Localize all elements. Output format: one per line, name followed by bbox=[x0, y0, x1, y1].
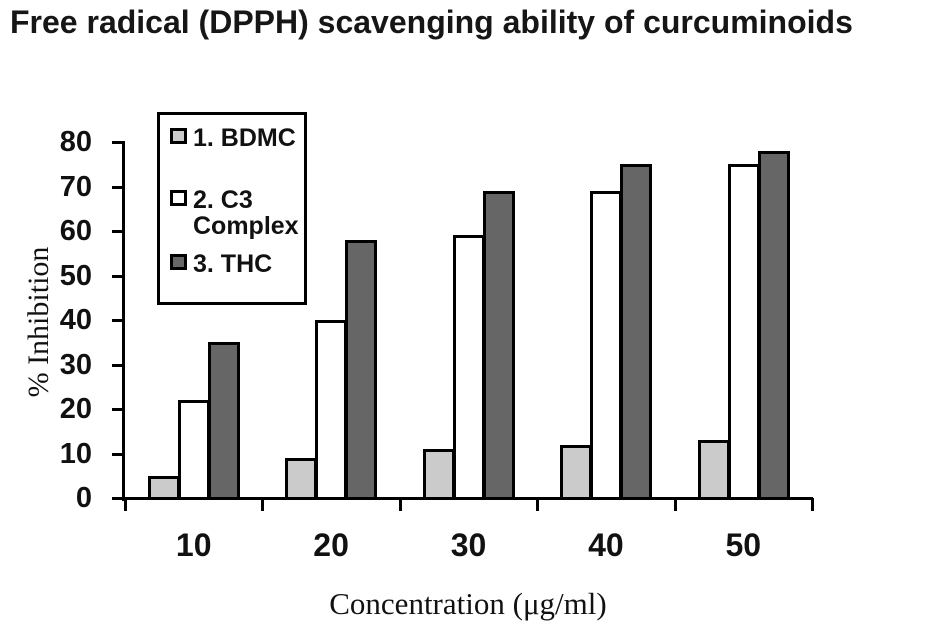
x-tick bbox=[124, 498, 127, 511]
bar-series3-x50 bbox=[758, 151, 790, 500]
legend-item: 2. C3 Complex bbox=[170, 187, 299, 239]
y-tick-label: 0 bbox=[75, 482, 92, 514]
x-tick-label: 20 bbox=[313, 527, 349, 563]
x-tick-label: 10 bbox=[175, 527, 212, 563]
bar-series1-x40 bbox=[560, 445, 592, 500]
y-tick bbox=[112, 141, 125, 144]
legend-item: 3. THC bbox=[170, 251, 299, 277]
bar-series2-x40 bbox=[590, 191, 622, 500]
x-axis-title: Concentration (μg/ml) bbox=[329, 586, 607, 621]
y-tick bbox=[112, 363, 125, 367]
legend: 1. BDMC 2. C3 Complex 3. THC bbox=[157, 112, 307, 305]
y-tick-label: 70 bbox=[59, 170, 92, 203]
legend-label: 3. THC bbox=[193, 250, 273, 278]
y-tick bbox=[112, 230, 125, 233]
y-tick bbox=[112, 319, 125, 322]
y-tick bbox=[112, 274, 125, 278]
y-tick-label: 60 bbox=[59, 215, 92, 247]
y-tick-label: 40 bbox=[59, 304, 92, 336]
bar-series2-x30 bbox=[453, 235, 485, 500]
bar-series1-x20 bbox=[285, 458, 317, 500]
x-tick-label: 30 bbox=[450, 527, 487, 563]
legend-label: 2. C3 Complex bbox=[193, 186, 299, 240]
x-axis-line bbox=[112, 497, 813, 500]
y-tick-label: 80 bbox=[59, 126, 92, 158]
bar-series2-x50 bbox=[728, 164, 760, 500]
legend-item: 1. BDMC bbox=[170, 125, 299, 151]
bar-series1-x30 bbox=[423, 449, 455, 500]
x-tick bbox=[398, 498, 402, 511]
x-tick bbox=[536, 498, 540, 511]
legend-swatch-2 bbox=[170, 190, 187, 206]
x-tick bbox=[811, 498, 814, 511]
legend-label: 1. BDMC bbox=[193, 124, 296, 152]
chart-title: Free radical (DPPH) scavenging ability o… bbox=[10, 4, 853, 40]
x-tick-label: 50 bbox=[725, 527, 762, 563]
y-tick bbox=[112, 408, 125, 411]
legend-swatch-1 bbox=[170, 128, 187, 144]
y-tick bbox=[112, 452, 125, 456]
bar-series3-x30 bbox=[483, 191, 515, 500]
bar-series3-x40 bbox=[620, 164, 652, 500]
x-tick bbox=[673, 498, 677, 511]
y-tick-label: 50 bbox=[59, 259, 92, 292]
bar-series3-x10 bbox=[208, 342, 240, 500]
bar-series2-x20 bbox=[315, 320, 347, 500]
legend-swatch-3 bbox=[170, 254, 187, 270]
y-tick-label: 10 bbox=[59, 437, 92, 470]
y-tick-label: 20 bbox=[59, 393, 92, 425]
y-tick bbox=[112, 185, 125, 189]
x-tick bbox=[261, 498, 265, 511]
bar-series2-x10 bbox=[178, 400, 210, 500]
y-tick-label: 30 bbox=[59, 348, 92, 381]
bar-series3-x20 bbox=[345, 240, 377, 500]
bar-series1-x50 bbox=[698, 440, 730, 500]
x-tick-label: 40 bbox=[588, 527, 624, 563]
